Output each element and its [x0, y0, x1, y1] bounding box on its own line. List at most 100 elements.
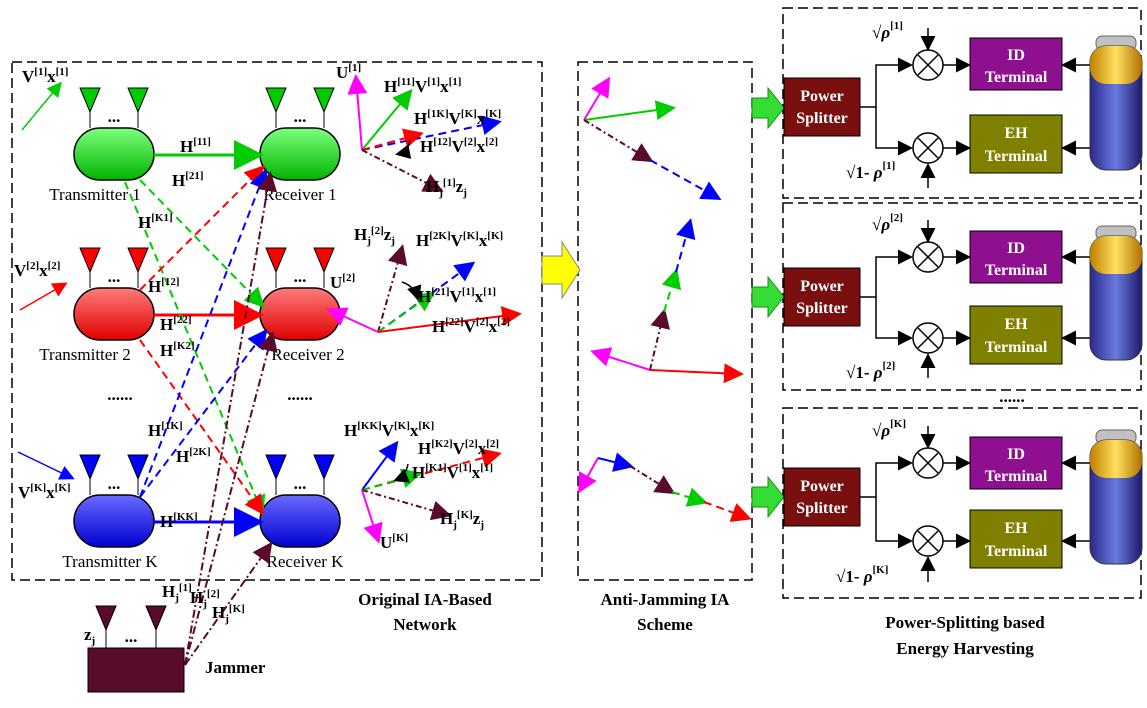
antenna-dots: ...	[294, 474, 307, 493]
antenna-dots: ...	[294, 107, 307, 126]
channel-links	[17, 81, 278, 666]
svg-text:V[1]x[1]: V[1]x[1]	[22, 66, 68, 86]
rxk-vectors: H[KK]V[K]x[K] H[K2]V[2]x[2] H[K1]V[1]x[1…	[344, 420, 502, 552]
svg-text:H[21]V[1]x[1]: H[21]V[1]x[1]	[418, 286, 496, 306]
svg-text:H[11]: H[11]	[180, 136, 211, 156]
receiver-k: ... Receiver K	[259, 454, 345, 571]
svg-text:H[12]V[2]x[2]: H[12]V[2]x[2]	[420, 136, 498, 156]
id-terminal-label-2: Terminal	[985, 262, 1048, 279]
rho-sqrt-label: √ρ[1]	[872, 20, 903, 42]
svg-text:H[2K]: H[2K]	[176, 446, 211, 466]
svg-text:Hj[1]zj: Hj[1]zj	[426, 177, 467, 199]
antenna-dots: ...	[108, 107, 121, 126]
rho-complement-label: √1- ρ[K]	[836, 564, 888, 586]
svg-text:H[21]: H[21]	[172, 170, 204, 190]
svg-text:H[K2]V[2]x[2]: H[K2]V[2]x[2]	[418, 438, 499, 458]
eh-caption: Power-Splitting based	[885, 613, 1045, 632]
rho-complement-label: √1- ρ[2]	[846, 360, 895, 382]
svg-text:H[K2]: H[K2]	[160, 340, 195, 360]
green-arrow-icon	[751, 275, 785, 319]
svg-text:V[2]x[2]: V[2]x[2]	[14, 260, 60, 280]
transmitter-1: ... Transmitter 1	[49, 87, 155, 204]
yellow-arrow-icon	[541, 240, 581, 300]
rx-ellipsis: ......	[287, 385, 313, 404]
scheme-caption: Anti-Jamming IA	[601, 590, 731, 609]
svg-text:U[2]: U[2]	[330, 272, 355, 292]
id-terminal-label: ID	[1007, 446, 1025, 463]
svg-text:Hj[1]: Hj[1]	[162, 582, 192, 604]
receiver-1-label: Receiver 1	[263, 185, 336, 204]
transmitter-2-label: Transmitter 2	[39, 345, 130, 364]
id-terminal-label: ID	[1007, 47, 1025, 64]
svg-text:H[KK]: H[KK]	[160, 511, 198, 531]
antenna-dots: ...	[294, 267, 307, 286]
antenna-dots: ...	[108, 267, 121, 286]
svg-text:Hj[K]zj: Hj[K]zj	[440, 509, 484, 531]
eh-caption-2: Energy Harvesting	[896, 639, 1034, 658]
network-caption-2: Network	[393, 615, 457, 634]
svg-text:H[KK]V[K]x[K]: H[KK]V[K]x[K]	[344, 420, 434, 440]
scheme-caption-2: Scheme	[637, 615, 693, 634]
svg-text:U[1]: U[1]	[336, 62, 361, 82]
eh-unit-k: Power Splitter ID Terminal EH Terminal √…	[751, 418, 1143, 586]
splitter-label-2: Splitter	[796, 300, 848, 317]
svg-text:H[1K]V[K]x[K]: H[1K]V[K]x[K]	[414, 108, 501, 128]
eh-terminal-label-2: Terminal	[985, 543, 1048, 560]
id-terminal-label-2: Terminal	[985, 69, 1048, 86]
eh-terminal-label: EH	[1004, 125, 1028, 142]
splitter-label-2: Splitter	[796, 110, 848, 127]
receiver-1: ... Receiver 1	[259, 87, 341, 204]
eh-terminal-label: EH	[1004, 316, 1028, 333]
antenna-dots: ...	[108, 474, 121, 493]
rho-complement-label: √1- ρ[1]	[846, 160, 895, 182]
battery-icon	[1089, 35, 1143, 171]
rho-sqrt-label: √ρ[2]	[872, 212, 903, 234]
jammer-signal-label: zj	[84, 625, 95, 647]
splitter-label: Power	[800, 88, 844, 105]
eh-terminal-label-2: Terminal	[985, 148, 1048, 165]
svg-text:H[K1]V[1]x[1]: H[K1]V[1]x[1]	[412, 462, 493, 482]
rx1-vectors: U[1] H[11]V[1]x[1] H[1K]V[K]x[K] H[12]V[…	[336, 62, 502, 199]
eh-unit-1: Power Splitter ID Terminal EH Terminal √…	[751, 20, 1143, 188]
svg-text:H[12]: H[12]	[148, 276, 180, 296]
receiver-2: ... Receiver 2	[259, 247, 345, 364]
battery-icon	[1089, 429, 1143, 565]
jammer-label: Jammer	[205, 658, 266, 677]
svg-text:H[11]V[1]x[1]: H[11]V[1]x[1]	[384, 76, 461, 96]
transmitter-k: ... Transmitter K	[62, 454, 158, 571]
id-terminal-label-2: Terminal	[985, 468, 1048, 485]
green-arrow-icon	[751, 86, 785, 130]
tx-ellipsis: ......	[107, 385, 133, 404]
svg-text:Hj[2]zj: Hj[2]zj	[354, 225, 395, 247]
svg-text:H[K1]: H[K1]	[138, 212, 173, 232]
eh-unit-2: Power Splitter ID Terminal EH Terminal √…	[751, 212, 1143, 382]
svg-text:H[1K]: H[1K]	[148, 420, 183, 440]
eh-ellipsis: ......	[999, 387, 1025, 406]
splitter-label: Power	[800, 478, 844, 495]
svg-text:V[K]x[K]: V[K]x[K]	[18, 482, 71, 502]
channel-labels: H[11] H[21] H[K1] H[12] H[22] H[K2] H[1K…	[14, 66, 245, 625]
green-arrow-icon	[751, 475, 785, 519]
scheme-vectors	[578, 76, 752, 522]
eh-terminal-label: EH	[1004, 520, 1028, 537]
svg-text:H[2K]V[K]x[K]: H[2K]V[K]x[K]	[416, 230, 503, 250]
svg-text:Hj[K]: Hj[K]	[212, 603, 245, 625]
eh-terminal-label-2: Terminal	[985, 339, 1048, 356]
transmitter-k-label: Transmitter K	[62, 552, 158, 571]
scheme-frame	[577, 61, 753, 581]
id-terminal-label: ID	[1007, 240, 1025, 257]
rho-sqrt-label: √ρ[K]	[872, 418, 906, 440]
transmitter-2: ... Transmitter 2	[39, 247, 155, 364]
jammer: ... zj Jammer	[84, 605, 266, 693]
rx2-vectors: U[2] Hj[2]zj H[2K]V[K]x[K] H[21]V[1]x[1]…	[326, 225, 522, 336]
svg-text:H[22]V[2]x[2]: H[22]V[2]x[2]	[432, 316, 510, 336]
battery-icon	[1089, 225, 1143, 361]
network-frame	[11, 61, 543, 581]
receiver-2-label: Receiver 2	[271, 345, 344, 364]
receiver-k-label: Receiver K	[267, 552, 345, 571]
splitter-label-2: Splitter	[796, 500, 848, 517]
splitter-label: Power	[800, 278, 844, 295]
transmitter-1-label: Transmitter 1	[49, 185, 140, 204]
